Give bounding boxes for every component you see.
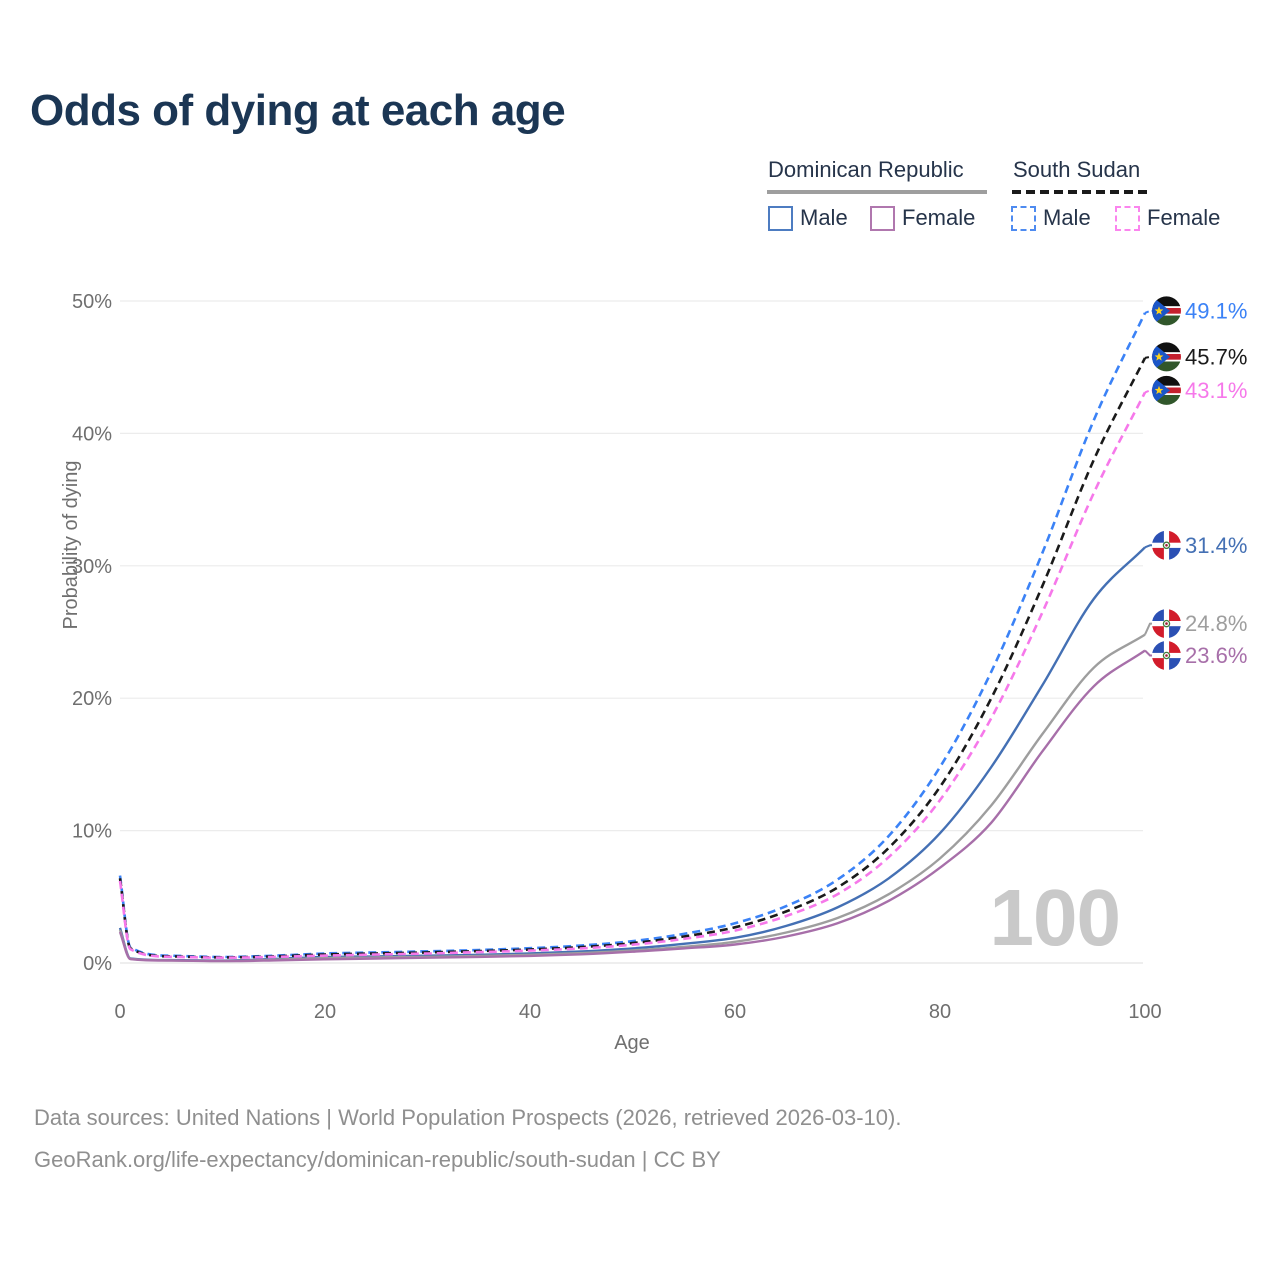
legend-label-dr-female[interactable]: Female [902,205,976,230]
legend-underline-south-sudan [1012,190,1150,194]
label-connector [1144,355,1152,359]
series-layer [118,312,1147,963]
y-tick-label: 50% [72,291,112,313]
x-tick-label: 20 [314,1001,336,1023]
legend-label-ss-female[interactable]: Female [1147,205,1221,230]
y-tick-label: 10% [72,821,112,843]
label-connector [1144,544,1152,549]
label-connector [1144,309,1152,314]
legend-underline-dominican-republic [767,190,987,194]
series-line-south-sudan-both-sexes[interactable] [118,357,1147,959]
end-value-label: 49.1% [1185,298,1247,323]
attribution-text: GeoRank.org/life-expectancy/dominican-re… [34,1147,721,1172]
legend-swatch-ss-female[interactable] [1115,206,1140,231]
dominican-republic-flag-icon[interactable] [1152,530,1182,560]
x-tick-label: 40 [519,1001,541,1023]
south-sudan-flag-icon[interactable] [1152,375,1182,405]
data-sources-text: Data sources: United Nations | World Pop… [34,1105,902,1130]
series-line-south-sudan-female[interactable] [118,391,1147,960]
end-value-label: 31.4% [1185,533,1247,558]
end-value-label: 43.1% [1185,378,1247,403]
legend-swatch-dr-male[interactable] [768,206,793,231]
legend-swatch-dr-female[interactable] [870,206,895,231]
page-title: Odds of dying at each age [30,86,566,135]
age-hover-watermark: 100 [990,873,1120,962]
series-line-south-sudan-male[interactable] [118,312,1147,959]
legend-label-ss-male[interactable]: Male [1043,205,1091,230]
y-tick-label: 20% [72,688,112,710]
series-line-dominican-republic-female[interactable] [118,649,1146,963]
end-label-layer: 31.4% 24.8% 23.6% 49.1% 45.7% 43.1% [1144,296,1247,671]
y-tick-label: 30% [72,556,112,578]
dominican-republic-flag-icon[interactable] [1152,641,1182,671]
grid-layer: 0% 10% 20% 30% 40% 50% 0 20 40 60 80 100 [72,291,1162,1023]
x-axis-title: Age [614,1032,650,1054]
legend-swatch-ss-male[interactable] [1011,206,1036,231]
y-tick-label: 40% [72,423,112,445]
label-connector [1144,649,1152,657]
legend-label-dr-male[interactable]: Male [800,205,848,230]
end-value-label: 24.8% [1185,611,1247,636]
x-tick-label: 0 [114,1001,125,1023]
end-value-label: 45.7% [1185,344,1247,369]
x-tick-label: 80 [929,1001,951,1023]
legend-group-dominican-republic[interactable]: Dominican Republic [768,157,964,182]
x-tick-label: 60 [724,1001,746,1023]
end-value-label: 23.6% [1185,643,1247,668]
x-tick-label: 100 [1128,1001,1161,1023]
legend-group-south-sudan[interactable]: South Sudan [1013,157,1141,182]
label-connector [1144,622,1152,636]
y-axis-title: Probability of dying [60,461,82,630]
y-tick-label: 0% [83,953,112,975]
dominican-republic-flag-icon[interactable] [1152,609,1182,639]
label-connector [1144,389,1152,394]
south-sudan-flag-icon[interactable] [1152,342,1182,372]
south-sudan-flag-icon[interactable] [1152,296,1182,326]
